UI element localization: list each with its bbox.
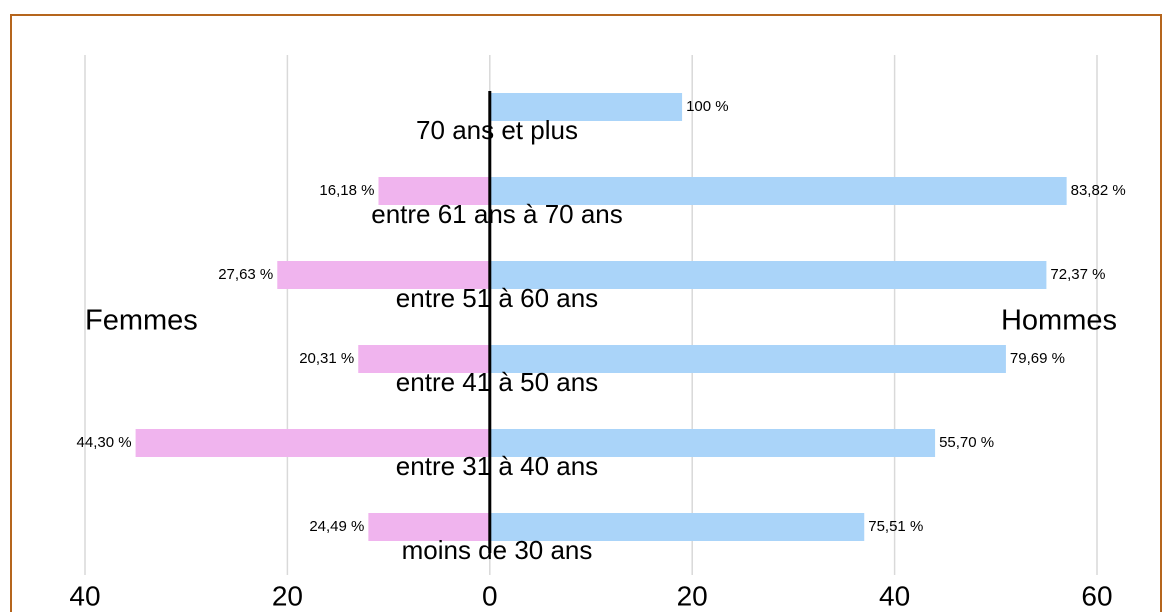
data-label: 75,51 % (868, 518, 923, 535)
x-tick-label: 60 (1081, 580, 1112, 611)
data-label: 16,18 % (319, 182, 374, 199)
data-label: 100 % (686, 98, 729, 115)
bar (489, 513, 865, 541)
x-tick-label: 20 (677, 580, 708, 611)
data-label: 72,37 % (1050, 266, 1105, 283)
data-label: 55,70 % (939, 434, 994, 451)
x-tick-label: 0 (482, 580, 498, 611)
category-label: entre 51 à 60 ans (396, 283, 598, 313)
bar (277, 261, 490, 289)
legend-label: Hommes (1001, 305, 1117, 337)
bar (489, 261, 1047, 289)
bar (489, 177, 1067, 205)
data-label: 79,69 % (1010, 350, 1065, 367)
category-label: entre 31 à 40 ans (396, 451, 598, 481)
bar (489, 93, 683, 121)
x-tick-label: 40 (879, 580, 910, 611)
bar (368, 513, 490, 541)
category-label: 70 ans et plus (416, 115, 578, 145)
data-label: 44,30 % (77, 434, 132, 451)
data-label: 27,63 % (218, 266, 273, 283)
category-label: entre 41 à 50 ans (396, 367, 598, 397)
data-label: 20,31 % (299, 350, 354, 367)
bar (135, 429, 490, 457)
data-label: 24,49 % (309, 518, 364, 535)
legend-label: Femmes (85, 305, 198, 337)
bar (378, 177, 490, 205)
x-tick-label: 40 (69, 580, 100, 611)
bar (489, 345, 1006, 373)
category-label: entre 61 ans à 70 ans (371, 199, 623, 229)
bar (358, 345, 490, 373)
category-label: moins de 30 ans (402, 535, 593, 565)
bar (489, 429, 936, 457)
data-label: 83,82 % (1071, 182, 1126, 199)
x-tick-label: 20 (272, 580, 303, 611)
